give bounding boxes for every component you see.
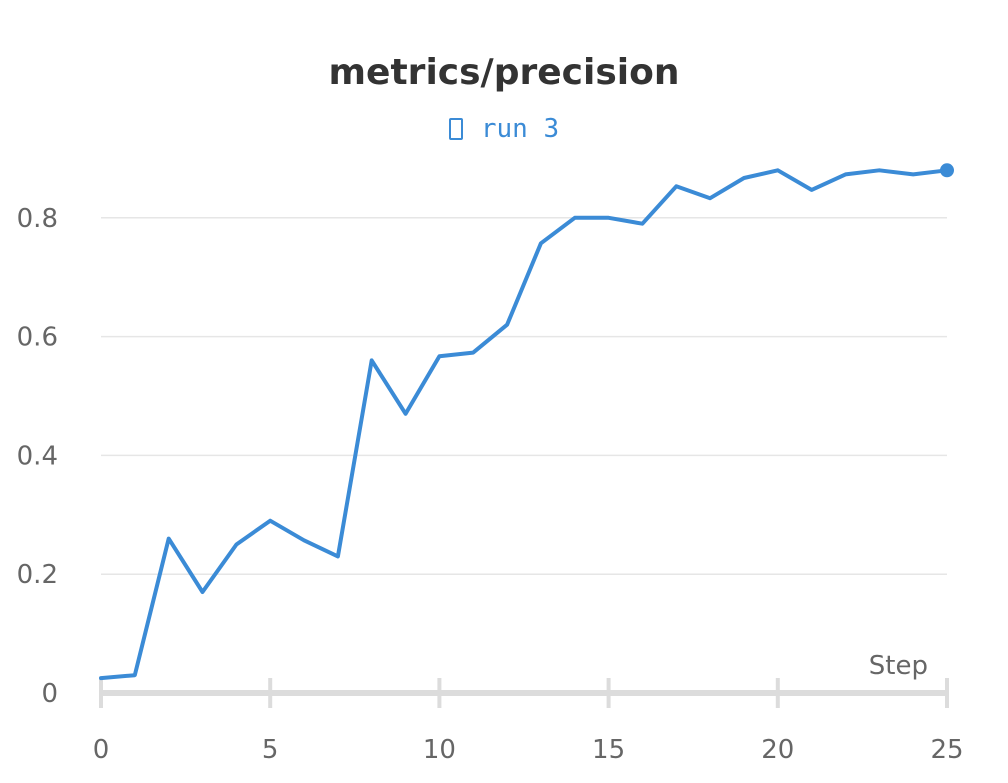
chart-title: metrics/precision (328, 52, 680, 93)
y-axis: 0 0.2 0.4 0.6 0.8 (17, 204, 58, 709)
y-tick-label: 0 (41, 679, 58, 709)
series-last-point[interactable] (940, 163, 954, 178)
y-tick-label: 0.4 (17, 441, 58, 471)
x-tick-label: 25 (930, 735, 963, 765)
series-line[interactable] (99, 168, 949, 681)
legend-series-name: run 3 (480, 114, 560, 144)
y-tick-label: 0.2 (17, 560, 58, 590)
x-axis-label: Step (869, 651, 928, 681)
chart-legend[interactable]: run 3 (0, 114, 1008, 144)
x-tick-label: 15 (592, 735, 625, 765)
y-tick-label: 0.6 (17, 323, 58, 353)
x-tick-labels: 0 5 10 15 20 25 (93, 735, 964, 765)
x-tick-label: 20 (761, 735, 794, 765)
x-axis (99, 678, 949, 708)
x-tick-label: 0 (93, 735, 110, 765)
gridlines (101, 217, 947, 575)
x-tick-label: 5 (262, 735, 279, 765)
legend-swatch-icon (448, 118, 463, 140)
x-tick-label: 10 (423, 735, 456, 765)
y-tick-label: 0.8 (17, 204, 58, 234)
series-layer (99, 163, 954, 681)
